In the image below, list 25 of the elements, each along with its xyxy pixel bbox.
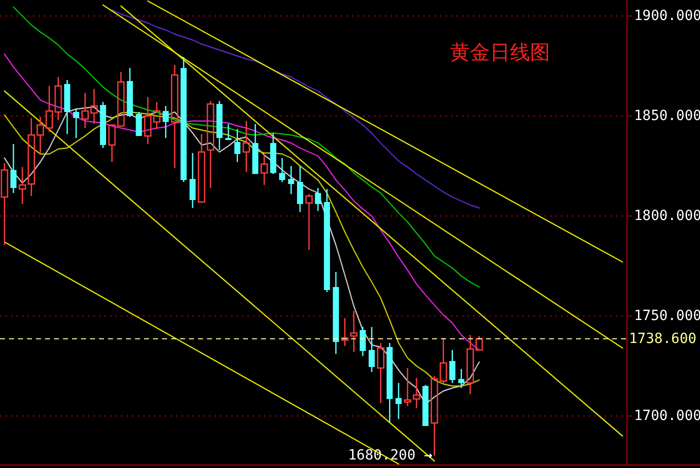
candlestick bbox=[225, 123, 232, 141]
candlestick bbox=[297, 165, 304, 213]
candlestick bbox=[190, 152, 196, 209]
candlestick bbox=[170, 64, 178, 169]
ref-line-label: 1738.600 bbox=[629, 330, 696, 347]
candlestick bbox=[162, 105, 169, 139]
candlestick bbox=[234, 128, 240, 163]
candlestick bbox=[279, 157, 286, 183]
candlestick bbox=[73, 108, 80, 139]
candlestick bbox=[242, 120, 250, 173]
candlestick bbox=[314, 187, 322, 212]
candlestick bbox=[350, 310, 358, 353]
candlestick bbox=[458, 368, 464, 389]
candlestick bbox=[376, 342, 384, 404]
candlestick bbox=[360, 326, 366, 357]
candlestick bbox=[396, 382, 402, 420]
candlestick bbox=[341, 317, 349, 347]
candlestick bbox=[288, 165, 294, 195]
candlestick bbox=[449, 349, 456, 384]
candlestick bbox=[368, 326, 375, 373]
candlestick bbox=[260, 154, 268, 186]
text: 黄金日线图 bbox=[450, 40, 550, 64]
candlestick bbox=[18, 166, 26, 205]
candlestick bbox=[10, 143, 16, 194]
candlestick bbox=[136, 111, 142, 137]
